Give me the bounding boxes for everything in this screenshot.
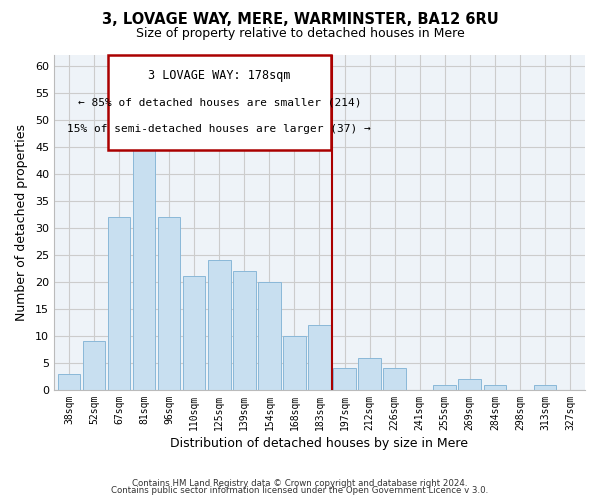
Text: 3 LOVAGE WAY: 178sqm: 3 LOVAGE WAY: 178sqm xyxy=(148,70,290,82)
Text: Contains HM Land Registry data © Crown copyright and database right 2024.: Contains HM Land Registry data © Crown c… xyxy=(132,478,468,488)
Bar xyxy=(208,260,230,390)
Text: ← 85% of detached houses are smaller (214): ← 85% of detached houses are smaller (21… xyxy=(77,98,361,108)
Y-axis label: Number of detached properties: Number of detached properties xyxy=(15,124,28,321)
Bar xyxy=(484,384,506,390)
Bar xyxy=(533,384,556,390)
Text: Contains public sector information licensed under the Open Government Licence v : Contains public sector information licen… xyxy=(112,486,488,495)
Bar xyxy=(58,374,80,390)
Text: 3, LOVAGE WAY, MERE, WARMINSTER, BA12 6RU: 3, LOVAGE WAY, MERE, WARMINSTER, BA12 6R… xyxy=(101,12,499,28)
Bar xyxy=(358,358,381,390)
Bar xyxy=(258,282,281,390)
Bar xyxy=(83,342,105,390)
FancyBboxPatch shape xyxy=(108,55,331,150)
Bar xyxy=(333,368,356,390)
Bar xyxy=(433,384,456,390)
Bar xyxy=(283,336,305,390)
Bar xyxy=(383,368,406,390)
X-axis label: Distribution of detached houses by size in Mere: Distribution of detached houses by size … xyxy=(170,437,469,450)
Text: Size of property relative to detached houses in Mere: Size of property relative to detached ho… xyxy=(136,28,464,40)
Bar xyxy=(308,325,331,390)
Text: 15% of semi-detached houses are larger (37) →: 15% of semi-detached houses are larger (… xyxy=(67,124,371,134)
Bar xyxy=(133,136,155,390)
Bar xyxy=(233,271,256,390)
Bar xyxy=(108,217,130,390)
Bar xyxy=(158,217,181,390)
Bar xyxy=(183,276,205,390)
Bar xyxy=(458,379,481,390)
